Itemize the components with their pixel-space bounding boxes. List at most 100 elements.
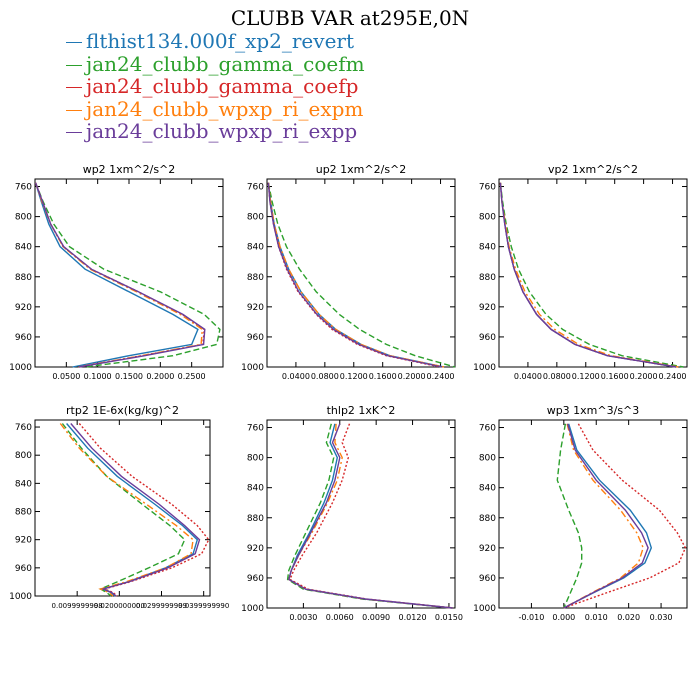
x-tick-label: 0.0400 (282, 372, 310, 381)
series-line (499, 182, 677, 368)
panel-title: wp2 1xm^2/s^2 (83, 163, 176, 176)
legend-line-swatch (66, 132, 82, 133)
x-tick-label: 0.0800 (543, 372, 571, 381)
x-tick-label: 0.010 (585, 613, 608, 622)
y-tick-label: 960 (247, 333, 264, 343)
plot-frame (34, 178, 224, 368)
plot-frame (498, 178, 688, 368)
series-line (34, 182, 221, 368)
y-tick-label: 1000 (473, 604, 496, 614)
panel-title: vp2 1xm^2/s^2 (548, 163, 638, 176)
plot-frame (266, 419, 456, 609)
series-line (267, 182, 443, 368)
x-tick-label: -0.010 (519, 613, 545, 622)
panel: vp2 1xm^2/s^2 760 800 840 880 920 960 1000 0.040… (473, 163, 688, 381)
y-tick-label: 880 (479, 273, 496, 283)
y-tick-label: 880 (247, 514, 264, 524)
x-tick-label: 0.0090 (362, 613, 390, 622)
series-line (499, 182, 684, 368)
y-tick-label: 800 (15, 451, 32, 461)
legend-line-swatch (66, 109, 82, 111)
series-line (66, 423, 199, 597)
legend: flthist134.000f_xp2_revert jan24_clubb_ga… (66, 30, 365, 143)
x-tick-label: 0.1600 (601, 372, 629, 381)
x-tick-label: 0.1600 (369, 372, 397, 381)
x-tick-label: 0.0060 (326, 613, 354, 622)
x-tick-label: 0.0399999990 (178, 602, 229, 610)
y-tick-label: 840 (247, 484, 264, 494)
y-tick-label: 760 (247, 424, 264, 434)
x-tick-label: 0.0200000000 (94, 602, 145, 610)
panel-title: thlp2 1xK^2 (327, 404, 396, 417)
x-tick-label: 0.2000 (630, 372, 658, 381)
plot-frame (266, 178, 456, 368)
y-tick-label: 800 (479, 213, 496, 223)
x-tick-label: 0.2400 (427, 372, 455, 381)
y-tick-label: 1000 (241, 363, 264, 373)
series-line (267, 182, 441, 368)
plot-frame (34, 419, 211, 597)
series-line (78, 423, 210, 597)
x-tick-label: 0.2000 (398, 372, 426, 381)
panel: thlp2 1xK^2 760 800 840 880 920 960 1000 0.0030 0… (241, 404, 463, 622)
legend-label: jan24_clubb_gamma_coefp (86, 74, 359, 98)
figure-title: CLUBB VAR at295E,0N (230, 6, 470, 30)
series-line (556, 423, 583, 609)
x-tick-label: 0.0150 (435, 613, 463, 622)
x-tick-label: 0.0800 (311, 372, 339, 381)
legend-entry: jan24_clubb_wpxp_ri_expp (66, 120, 365, 143)
x-tick-label: 0.1200 (572, 372, 600, 381)
panel: wp2 1xm^2/s^2 760 800 840 880 920 960 1000 0.050… (9, 163, 224, 381)
x-tick-label: 0.020 (617, 613, 640, 622)
y-tick-label: 760 (479, 424, 496, 434)
legend-entry: jan24_clubb_wpxp_ri_expm (66, 96, 365, 121)
panel: up2 1xm^2/s^2 760 800 840 880 920 960 1000 0.040… (241, 163, 456, 381)
y-tick-label: 920 (479, 303, 496, 313)
y-tick-label: 880 (479, 514, 496, 524)
legend-label: jan24_clubb_gamma_coefm (86, 51, 365, 76)
x-tick-label: 0.030 (650, 613, 673, 622)
x-tick-label: 0.0400 (514, 372, 542, 381)
panel: wp3 1xm^3/s^3 760 800 840 880 920 960 1000 -0.01… (473, 404, 688, 622)
series-line (34, 182, 199, 368)
y-tick-label: 960 (15, 564, 32, 574)
legend-entry: flthist134.000f_xp2_revert (66, 30, 365, 53)
x-tick-label: 0.1000 (84, 372, 112, 381)
series-line (287, 423, 453, 609)
y-tick-label: 920 (247, 303, 264, 313)
series-line (563, 423, 687, 609)
legend-entry: jan24_clubb_gamma_coefm (66, 51, 365, 76)
y-tick-label: 1000 (473, 363, 496, 373)
x-tick-label: 0.0030 (289, 613, 317, 622)
y-tick-label: 1000 (9, 592, 32, 602)
y-tick-label: 840 (479, 243, 496, 253)
y-tick-label: 880 (15, 273, 32, 283)
y-tick-label: 960 (247, 574, 264, 584)
x-tick-label: 0.0299999999 (136, 602, 187, 610)
y-tick-label: 920 (247, 544, 264, 554)
x-tick-label: 0.000 (552, 613, 575, 622)
series-line (34, 182, 206, 368)
y-tick-label: 840 (15, 243, 32, 253)
x-tick-label: 0.0500 (52, 372, 80, 381)
legend-label: flthist134.000f_xp2_revert (86, 29, 354, 53)
panel-title: rtp2 1E-6x(kg/kg)^2 (66, 404, 179, 417)
panel-title: up2 1xm^2/s^2 (316, 163, 407, 176)
y-tick-label: 840 (479, 484, 496, 494)
series-line (287, 423, 453, 609)
panel: rtp2 1E-6x(kg/kg)^2 760 800 840 880 920 960 100… (9, 404, 229, 610)
legend-label: jan24_clubb_wpxp_ri_expm (86, 96, 364, 121)
series-line (267, 182, 445, 368)
x-tick-label: 0.2000 (146, 372, 174, 381)
y-tick-label: 960 (15, 333, 32, 343)
y-tick-label: 920 (15, 536, 32, 546)
y-tick-label: 840 (247, 243, 264, 253)
x-tick-label: 0.0120 (399, 613, 427, 622)
y-tick-label: 800 (247, 213, 264, 223)
legend-label: jan24_clubb_wpxp_ri_expp (86, 119, 358, 143)
series-line (267, 182, 456, 368)
series-line (267, 182, 445, 368)
plot-frame (498, 419, 688, 609)
series-line (59, 423, 194, 597)
